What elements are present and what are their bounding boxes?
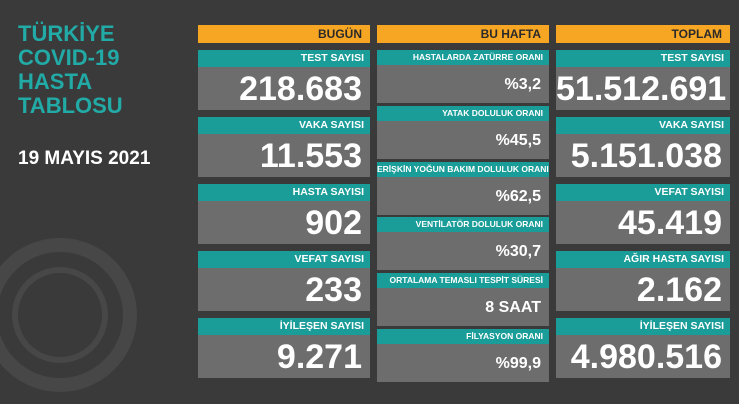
item-label: VEFAT SAYISI [556,184,730,201]
item-value: %62,5 [377,176,549,215]
item-label: İYİLEŞEN SAYISI [198,318,370,335]
item-label: YATAK DOLULUK ORANI [377,105,549,121]
title-line: TABLOSU [18,93,123,118]
item-value: %30,7 [377,232,549,271]
item-label: TEST SAYISI [556,50,730,67]
item-value: 11.553 [198,134,370,177]
item-value: 9.271 [198,335,370,378]
item-value: 8 SAAT [377,288,549,327]
item-label: TEST SAYISI [198,50,370,67]
item-label: İYİLEŞEN SAYISI [556,318,730,335]
column-header: TOPLAM [556,25,730,43]
item-label: ORTALAMA TEMASLI TESPİT SÜRESİ [377,273,549,289]
item-value: 51.512.691 [556,67,730,110]
item-label: ERİŞKİN YOĞUN BAKIM DOLULUK ORANI [377,161,549,177]
item-label: VENTİLATÖR DOLULUK ORANI [377,217,549,233]
item-value: %99,9 [377,344,549,382]
item-label: HASTALARDA ZATÜRRE ORANI [377,50,549,65]
item-label: VEFAT SAYISI [198,251,370,268]
item-value: 902 [198,201,370,244]
title-line: TÜRKİYE [18,21,115,46]
item-label: VAKA SAYISI [556,117,730,134]
item-label: FİLYASYON ORANI [377,329,549,344]
item-value: 2.162 [556,268,730,311]
item-value: 4.980.516 [556,335,730,378]
item-value: 218.683 [198,67,370,110]
item-value: %3,2 [377,65,549,103]
column-header: BU HAFTA [377,25,549,43]
emblem [0,238,137,392]
item-label: AĞIR HASTA SAYISI [556,251,730,268]
item-label: VAKA SAYISI [198,117,370,134]
title-line: COVID-19 [18,45,120,70]
item-value: 45.419 [556,201,730,244]
item-value: 5.151.038 [556,134,730,177]
title-line: HASTA [18,69,93,94]
item-value: 233 [198,268,370,311]
item-value: %45,5 [377,120,549,159]
item-label: HASTA SAYISI [198,184,370,201]
column-header: BUGÜN [198,25,370,43]
date: 19 MAYIS 2021 [18,148,151,169]
